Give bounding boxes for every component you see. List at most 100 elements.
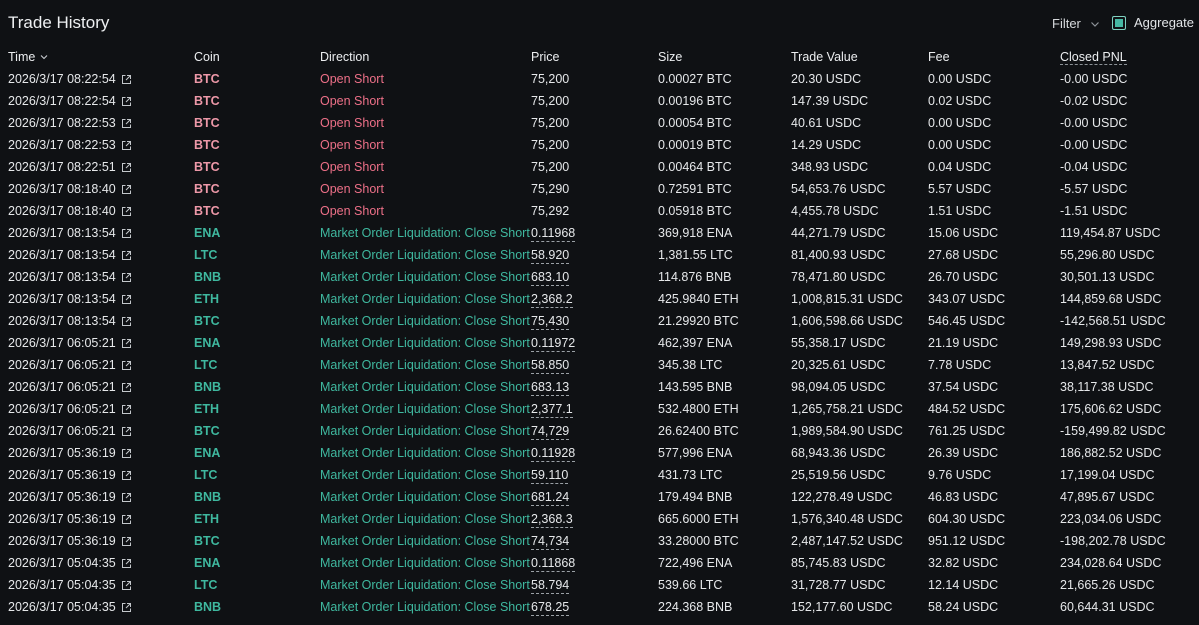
price-value: 0.11968 — [531, 226, 576, 242]
external-link-icon[interactable] — [121, 338, 132, 349]
coin-cell[interactable]: LTC — [194, 468, 218, 482]
external-link-icon[interactable] — [121, 580, 132, 591]
coin-cell[interactable]: BNB — [194, 490, 222, 504]
price-cell[interactable]: 683.10 — [531, 270, 570, 286]
table-row: 2026/3/17 05:04:35 LTC Market Order Liquid… — [0, 574, 1199, 596]
fee-cell: 5.57 USDC — [928, 182, 992, 196]
time-cell: 2026/3/17 06:05:21 — [8, 402, 132, 416]
price-cell[interactable]: 58.794 — [531, 578, 570, 594]
coin-cell[interactable]: BTC — [194, 314, 220, 328]
external-link-icon[interactable] — [121, 316, 132, 327]
coin-cell[interactable]: BTC — [194, 424, 220, 438]
coin-cell[interactable]: ENA — [194, 446, 221, 460]
coin-cell[interactable]: LTC — [194, 358, 218, 372]
price-value: 74,729 — [531, 424, 570, 440]
aggregate-toggle[interactable]: Aggregate — [1112, 15, 1194, 30]
price-cell[interactable]: 0.11928 — [531, 446, 576, 462]
column-header-direction: Direction — [320, 50, 370, 64]
direction-cell: Market Order Liquidation: Close Short — [320, 490, 530, 504]
price-cell[interactable]: 58.920 — [531, 248, 570, 264]
external-link-icon[interactable] — [121, 514, 132, 525]
price-cell[interactable]: 74,729 — [531, 424, 570, 440]
coin-cell[interactable]: ETH — [194, 402, 219, 416]
external-link-icon[interactable] — [121, 294, 132, 305]
external-link-icon[interactable] — [121, 140, 132, 151]
external-link-icon[interactable] — [121, 448, 132, 459]
coin-cell[interactable]: ENA — [194, 336, 221, 350]
price-cell[interactable]: 0.11968 — [531, 226, 576, 242]
price-cell[interactable]: 0.11972 — [531, 336, 576, 352]
coin-cell[interactable]: ETH — [194, 292, 219, 306]
trade-value-cell: 348.93 USDC — [791, 160, 869, 174]
external-link-icon[interactable] — [121, 118, 132, 129]
external-link-icon[interactable] — [121, 228, 132, 239]
price-value: 2,368.3 — [531, 512, 573, 528]
time-cell: 2026/3/17 08:18:40 — [8, 182, 132, 196]
price-cell[interactable]: 681.24 — [531, 490, 570, 506]
price-cell[interactable]: 2,368.3 — [531, 512, 573, 528]
coin-cell[interactable]: BTC — [194, 94, 220, 108]
price-cell[interactable]: 58.850 — [531, 358, 570, 374]
closed-pnl-cell: -0.00 USDC — [1060, 138, 1128, 152]
sort-desc-icon — [40, 55, 48, 60]
external-link-icon[interactable] — [121, 492, 132, 503]
external-link-icon[interactable] — [121, 470, 132, 481]
coin-cell[interactable]: BTC — [194, 116, 220, 130]
trade-time: 2026/3/17 05:04:35 — [8, 556, 116, 570]
time-cell: 2026/3/17 06:05:21 — [8, 358, 132, 372]
external-link-icon[interactable] — [121, 250, 132, 261]
price-cell[interactable]: 74,734 — [531, 534, 570, 550]
external-link-icon[interactable] — [121, 602, 132, 613]
direction-cell: Open Short — [320, 72, 384, 86]
coin-cell[interactable]: ETH — [194, 512, 219, 526]
coin-cell[interactable]: ENA — [194, 226, 221, 240]
trade-value-cell: 152,177.60 USDC — [791, 600, 893, 614]
external-link-icon[interactable] — [121, 184, 132, 195]
external-link-icon[interactable] — [121, 162, 132, 173]
trade-value-cell: 20,325.61 USDC — [791, 358, 886, 372]
external-link-icon[interactable] — [121, 382, 132, 393]
external-link-icon[interactable] — [121, 272, 132, 283]
price-cell[interactable]: 0.11868 — [531, 556, 576, 572]
closed-pnl-cell: 55,296.80 USDC — [1060, 248, 1155, 262]
price-cell: 75,200 — [531, 94, 569, 108]
coin-cell[interactable]: ENA — [194, 556, 221, 570]
external-link-icon[interactable] — [121, 426, 132, 437]
price-value: 74,734 — [531, 534, 570, 550]
price-cell[interactable]: 678.25 — [531, 600, 570, 616]
external-link-icon[interactable] — [121, 206, 132, 217]
coin-cell[interactable]: LTC — [194, 578, 218, 592]
price-cell[interactable]: 2,377.1 — [531, 402, 573, 418]
price-cell[interactable]: 59.110 — [531, 468, 569, 484]
external-link-icon[interactable] — [121, 558, 132, 569]
external-link-icon[interactable] — [121, 404, 132, 415]
price-cell[interactable]: 683.13 — [531, 380, 570, 396]
coin-cell[interactable]: BTC — [194, 72, 220, 86]
time-cell: 2026/3/17 06:05:21 — [8, 336, 132, 350]
coin-cell[interactable]: BTC — [194, 182, 220, 196]
coin-cell[interactable]: BTC — [194, 160, 220, 174]
filter-dropdown[interactable]: Filter — [1052, 16, 1101, 31]
aggregate-checkbox[interactable] — [1112, 15, 1126, 30]
trade-time: 2026/3/17 05:04:35 — [8, 600, 116, 614]
external-link-icon[interactable] — [121, 360, 132, 371]
external-link-icon[interactable] — [121, 96, 132, 107]
price-cell[interactable]: 75,430 — [531, 314, 570, 330]
external-link-icon[interactable] — [121, 536, 132, 547]
price-cell[interactable]: 2,368.2 — [531, 292, 573, 308]
column-header-time[interactable]: Time — [8, 50, 49, 64]
coin-cell[interactable]: BNB — [194, 270, 222, 284]
column-header-closed-pnl[interactable]: Closed PNL — [1060, 50, 1127, 65]
coin-cell[interactable]: BNB — [194, 600, 222, 614]
coin-cell[interactable]: BTC — [194, 534, 220, 548]
trade-value-cell: 40.61 USDC — [791, 116, 862, 130]
direction-cell: Open Short — [320, 204, 384, 218]
coin-cell[interactable]: LTC — [194, 248, 218, 262]
coin-cell[interactable]: BTC — [194, 204, 220, 218]
trade-time: 2026/3/17 05:36:19 — [8, 446, 116, 460]
coin-cell[interactable]: BTC — [194, 138, 220, 152]
external-link-icon[interactable] — [121, 74, 132, 85]
trade-time: 2026/3/17 06:05:21 — [8, 424, 116, 438]
coin-cell[interactable]: BNB — [194, 380, 222, 394]
